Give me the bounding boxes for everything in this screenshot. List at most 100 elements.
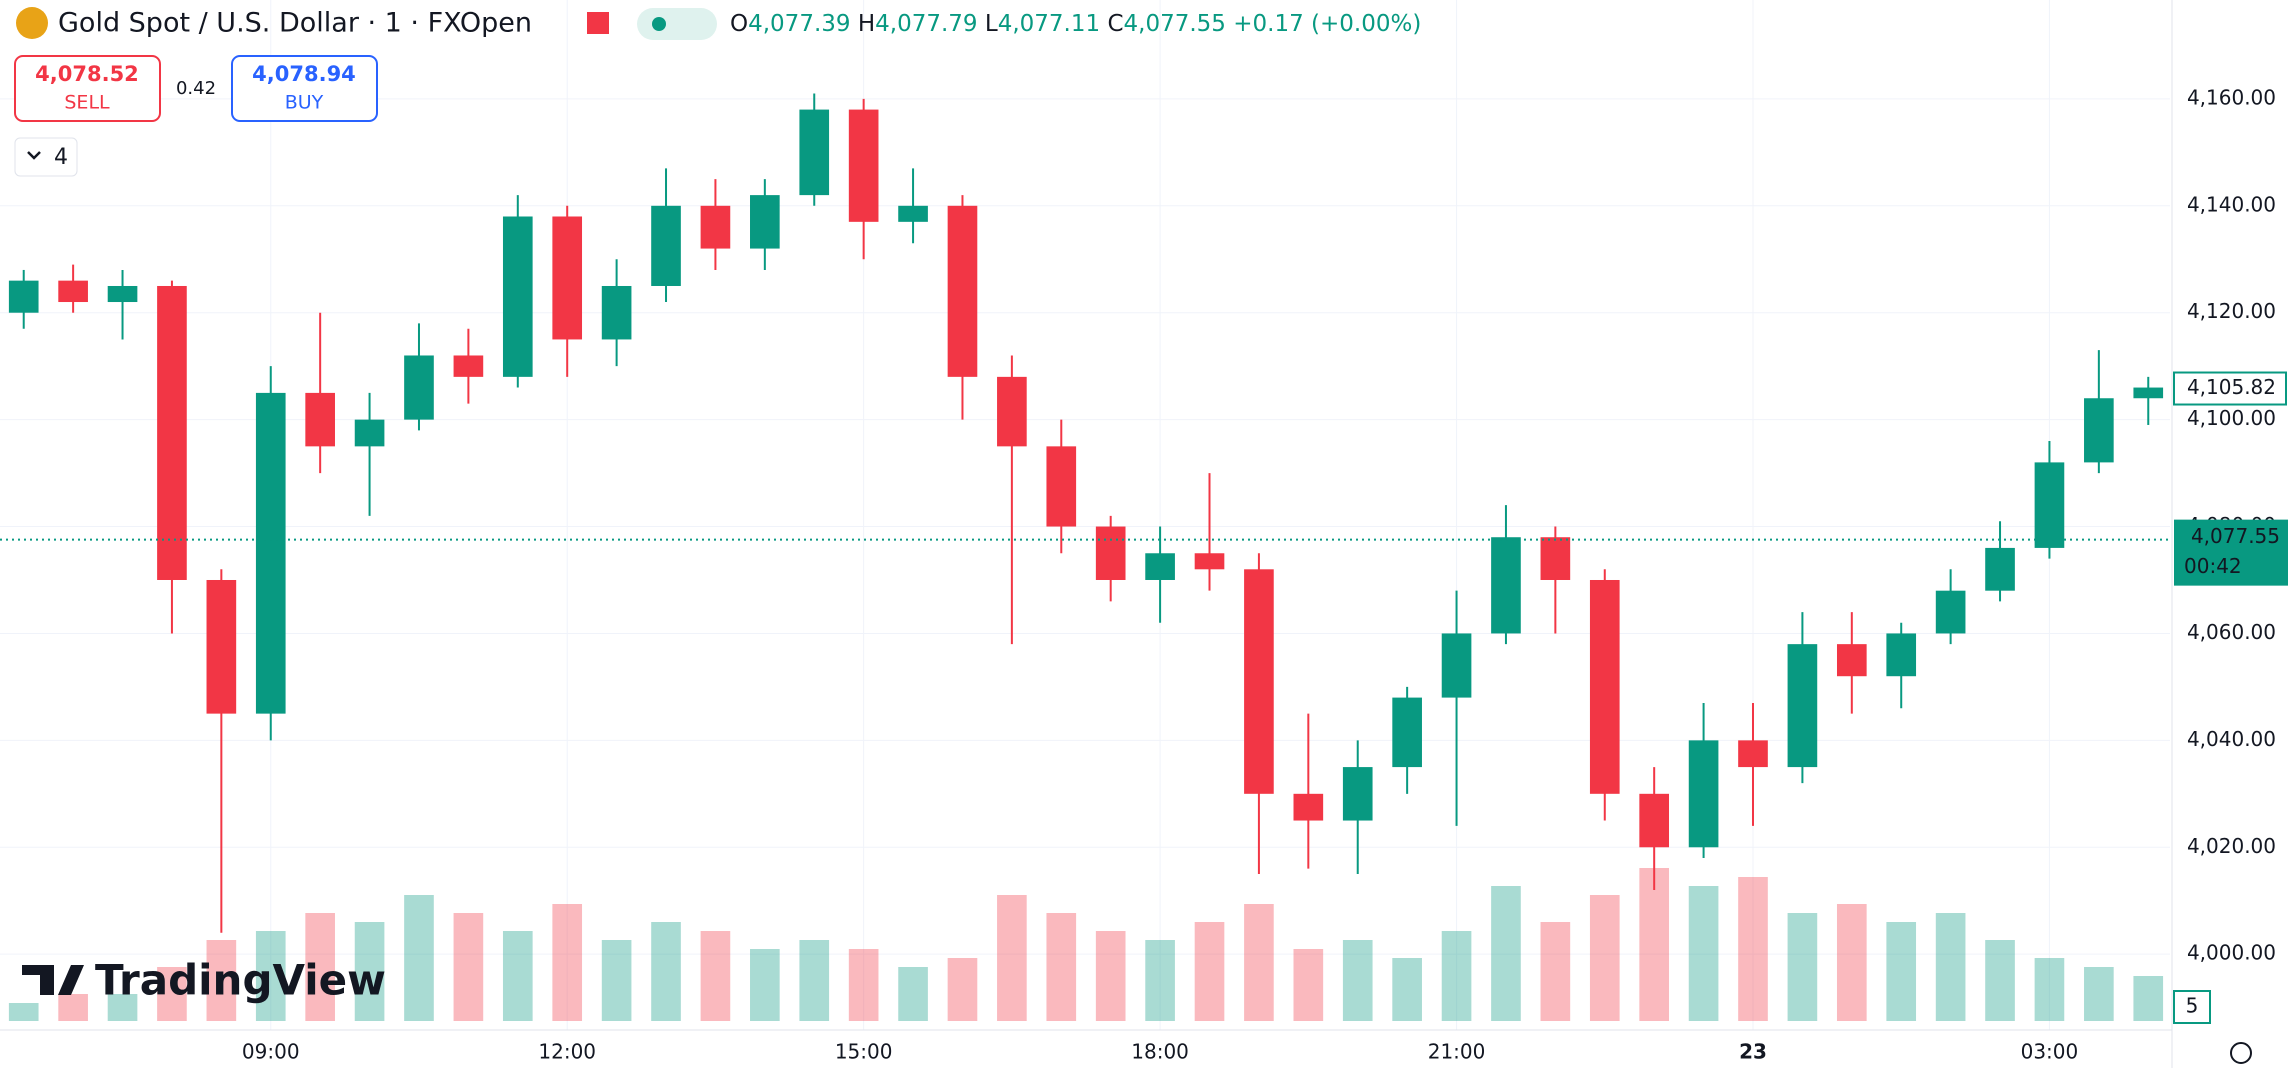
volume-bar [1886, 922, 1917, 1021]
last-price-label: 4,077.55 [2191, 524, 2280, 548]
candle-body [1589, 579, 1620, 794]
x-tick-label: 21:00 [1428, 1040, 1486, 1064]
flag-icon[interactable] [587, 12, 609, 34]
ohlc-value: 4,077.55 [1124, 11, 1226, 37]
ohlc-value: 4,077.79 [875, 11, 977, 37]
watermark: TradingView [95, 956, 386, 1005]
ohlc-value: 4,077.11 [998, 11, 1100, 37]
settings-icon[interactable] [2230, 1042, 2252, 1064]
x-tick-label: 03:00 [2021, 1040, 2079, 1064]
volume-bar [1095, 931, 1126, 1021]
volume-bar [1738, 877, 1768, 1021]
candle-body [700, 205, 731, 249]
candle-body [799, 109, 830, 196]
volume-bar [799, 940, 830, 1021]
volume-bar [157, 967, 187, 1021]
candle-body [453, 355, 484, 377]
x-tick-label: 12:00 [538, 1040, 596, 1064]
ohlc-legend: O4,077.39 H4,077.79 L4,077.11 C4,077.55 … [730, 11, 1421, 37]
candle-body [552, 216, 583, 340]
candle-body [8, 280, 39, 313]
candle-body [1540, 537, 1571, 580]
candle-body [1491, 537, 1521, 634]
volume-bar [1441, 931, 1472, 1021]
y-tick-label: 4,160.00 [2187, 85, 2276, 109]
indicators-toggle[interactable] [14, 137, 78, 177]
volume-bar [8, 1003, 39, 1021]
volume-bar [1985, 940, 2015, 1021]
volume-bar [1293, 949, 1324, 1021]
candle-body [947, 205, 978, 377]
price-label: 4,105.82 [2187, 375, 2276, 399]
volume-bar [848, 949, 879, 1021]
ohlc-value: 4,077.39 [748, 11, 850, 37]
candle-body [58, 280, 88, 303]
candle-body [1392, 697, 1422, 768]
volume-bar [1342, 940, 1373, 1021]
y-tick-label: 4,020.00 [2187, 834, 2276, 858]
volume-bar [1392, 958, 1422, 1021]
buy-label: BUY [285, 92, 324, 114]
candle-body [1441, 633, 1472, 698]
sell-label: SELL [64, 92, 110, 114]
volume-bar [997, 895, 1027, 1021]
last-price-box [2174, 519, 2288, 586]
candle-body [255, 392, 286, 714]
volume-bar [255, 931, 286, 1021]
volume-bar [1935, 913, 1966, 1021]
volume-bar [354, 922, 385, 1021]
symbol-icon [16, 7, 48, 39]
buy-button[interactable] [231, 55, 378, 122]
volume-label-box [2173, 990, 2211, 1024]
sell-price: 4,078.52 [35, 62, 139, 86]
candle-body [997, 376, 1027, 447]
ohlc-key: O [730, 11, 748, 37]
volume-bar [502, 931, 533, 1021]
x-tick-label: 15:00 [835, 1040, 893, 1064]
candle-body [305, 392, 335, 447]
volume-bar [1194, 922, 1225, 1021]
countdown: 00:42 [2184, 554, 2242, 578]
candle-body [1194, 553, 1225, 570]
sell-button[interactable] [14, 55, 161, 122]
volume-bar [601, 940, 632, 1021]
candle-body [107, 285, 138, 303]
candle-body [2034, 462, 2065, 548]
buy-price: 4,078.94 [252, 62, 356, 86]
status-pill[interactable] [637, 8, 717, 40]
volume-bar [1244, 904, 1274, 1021]
logo [22, 965, 84, 995]
candle-body [1639, 793, 1670, 848]
status-dot [652, 17, 666, 31]
spread: 0.42 [176, 78, 216, 99]
y-tick-label: 4,060.00 [2187, 620, 2276, 644]
ohlc-key: C [1107, 11, 1123, 37]
y-tick-label: 4,140.00 [2187, 192, 2276, 216]
y-tick-label: 4,000.00 [2187, 941, 2276, 965]
volume-bar [206, 940, 237, 1021]
change: +0.17 (+0.00%) [1233, 11, 1421, 37]
volume-bar [1145, 940, 1175, 1021]
candle-body [1095, 526, 1126, 580]
x-tick-label: 18:00 [1131, 1040, 1189, 1064]
volume-bar [107, 994, 138, 1021]
candle-body [404, 355, 434, 420]
volume-bar [1491, 886, 1521, 1021]
volume-bar [750, 949, 780, 1021]
candle-body [1046, 446, 1077, 527]
candle-body [1688, 740, 1719, 848]
candle-body [2084, 398, 2114, 463]
volume-bar [1589, 895, 1620, 1021]
candle-body [601, 285, 632, 340]
candle-body [1342, 767, 1373, 821]
price-label-box [2173, 371, 2287, 406]
candle-body [2133, 387, 2164, 399]
x-tick-label: 23 [1739, 1040, 1767, 1064]
candle-body [1985, 547, 2015, 591]
volume-bar [700, 931, 731, 1021]
volume-bar [1836, 904, 1867, 1021]
volume-bar [2084, 967, 2114, 1021]
volume-label: 5 [2186, 994, 2199, 1018]
